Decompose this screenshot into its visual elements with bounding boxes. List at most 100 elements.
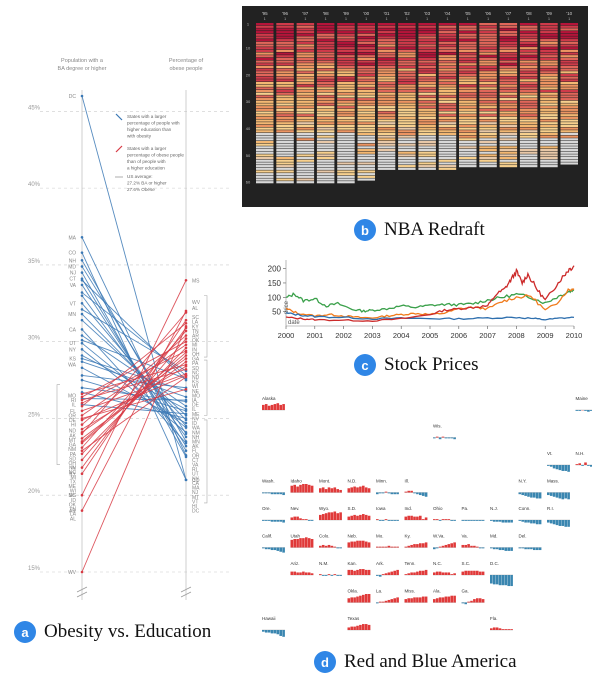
- heatmap-cell: [418, 95, 436, 98]
- heatmap-cell: [276, 108, 294, 111]
- heatmap-cell: [418, 79, 436, 82]
- heatmap-cell: [357, 132, 375, 136]
- heatmap-cell: [316, 159, 335, 162]
- slope-point-right: [184, 387, 188, 391]
- state-bar: [353, 570, 356, 575]
- heatmap-cell: [377, 90, 396, 93]
- heatmap-cell: [438, 52, 457, 55]
- heatmap-cell: [459, 132, 477, 136]
- heatmap-cell: [256, 108, 274, 111]
- heatmap-cell: [479, 49, 497, 52]
- heatmap-cell: [519, 76, 538, 79]
- heatmap-cell: [276, 175, 294, 178]
- slope-line-red: [81, 355, 187, 444]
- heatmap-cell: [357, 25, 375, 28]
- right-axis-title: obese people: [169, 66, 202, 72]
- state-bar: [555, 492, 559, 498]
- heatmap-cell: [316, 130, 335, 133]
- heatmap-cell: [377, 68, 396, 71]
- heatmap-cell: [316, 127, 335, 130]
- state-bar: [305, 572, 308, 575]
- heatmap-cell: [479, 106, 497, 109]
- heatmap-cell: [540, 44, 558, 47]
- heatmap-cell: [398, 148, 416, 152]
- heatmap-cell: [438, 162, 457, 165]
- state-bar: [356, 515, 359, 520]
- heatmap-cell: [296, 116, 315, 119]
- state-name-label: Nev.: [291, 506, 300, 511]
- state-bar: [336, 547, 339, 549]
- heatmap-cell: [438, 31, 457, 34]
- heatmap-cell: [398, 111, 416, 114]
- y-tick-label: 20%: [28, 489, 41, 495]
- heatmap-cell: [499, 127, 518, 130]
- slope-point-right: [184, 430, 188, 434]
- heatmap-cell: [479, 60, 497, 63]
- state-name-label: Ariz.: [291, 561, 300, 566]
- heatmap-cell: [337, 175, 355, 178]
- heatmap-cell: [499, 148, 518, 152]
- heatmap-cell: [296, 119, 315, 122]
- legend-red-swatch: [115, 145, 123, 153]
- heatmap-cell: [519, 159, 538, 162]
- state-bar: [555, 520, 559, 526]
- heatmap-cell: [398, 41, 416, 44]
- heatmap-cell: [398, 100, 416, 103]
- heatmap-cell: [560, 140, 578, 144]
- heatmap-cell: [377, 39, 396, 42]
- state-bar: [413, 492, 416, 494]
- heatmap-cell: [256, 175, 274, 178]
- heatmap-cell: [316, 95, 335, 98]
- heatmap-cell: [337, 49, 355, 52]
- heatmap-column-tick: 1: [467, 17, 469, 21]
- state-bar: [527, 492, 530, 497]
- state-bar: [378, 492, 382, 494]
- state-bar: [279, 492, 282, 495]
- state-name-label: Ill.: [405, 479, 410, 484]
- state-bar: [444, 437, 448, 439]
- heatmap-cell: [560, 90, 578, 93]
- state-label-right: DE: [192, 403, 200, 409]
- legend-avg-text: 27.2% BA or higher: [127, 181, 167, 186]
- state-label-right: WI: [192, 384, 198, 390]
- heatmap-cell: [398, 122, 416, 125]
- heatmap-cell: [418, 138, 436, 141]
- state-bar: [384, 491, 388, 493]
- heatmap-cell: [377, 44, 396, 47]
- slope-point-left: [80, 374, 84, 377]
- heatmap-cell: [276, 151, 294, 154]
- slope-line-blue: [81, 309, 187, 372]
- heatmap-cell: [256, 151, 274, 154]
- state-name-label: Md.: [490, 534, 498, 539]
- heatmap-cell: [337, 36, 355, 39]
- slope-point-left: [80, 570, 84, 574]
- heatmap-cell: [438, 132, 457, 136]
- heatmap-cell: [560, 135, 578, 138]
- slope-point-right: [184, 321, 188, 325]
- state-bar: [504, 547, 508, 551]
- heatmap-cell: [499, 157, 518, 160]
- heatmap-cell: [459, 138, 477, 141]
- state-name-label: La.: [376, 589, 382, 594]
- heatmap-cell: [276, 49, 294, 52]
- heatmap-cell: [377, 127, 396, 130]
- state-bar: [435, 547, 439, 549]
- slope-point-left: [80, 452, 84, 456]
- heatmap-cell: [459, 159, 477, 162]
- slope-point-left: [80, 430, 84, 434]
- heatmap-cell: [519, 146, 538, 149]
- heatmap-cell: [560, 44, 578, 47]
- heatmap-cell: [377, 103, 396, 106]
- y-tick-label: 50: [272, 308, 281, 317]
- state-label-right: AL: [192, 306, 198, 312]
- heatmap-cell: [560, 130, 578, 133]
- heatmap-cell: [438, 157, 457, 160]
- heatmap-cell: [276, 146, 294, 149]
- heatmap-cell: [296, 44, 315, 47]
- heatmap-cell: [560, 71, 578, 74]
- heatmap-cell: [296, 39, 315, 42]
- heatmap-cell: [316, 25, 335, 28]
- heatmap-cell: [256, 159, 274, 162]
- state-label-right: VA: [192, 463, 199, 469]
- heatmap-cell: [479, 33, 497, 36]
